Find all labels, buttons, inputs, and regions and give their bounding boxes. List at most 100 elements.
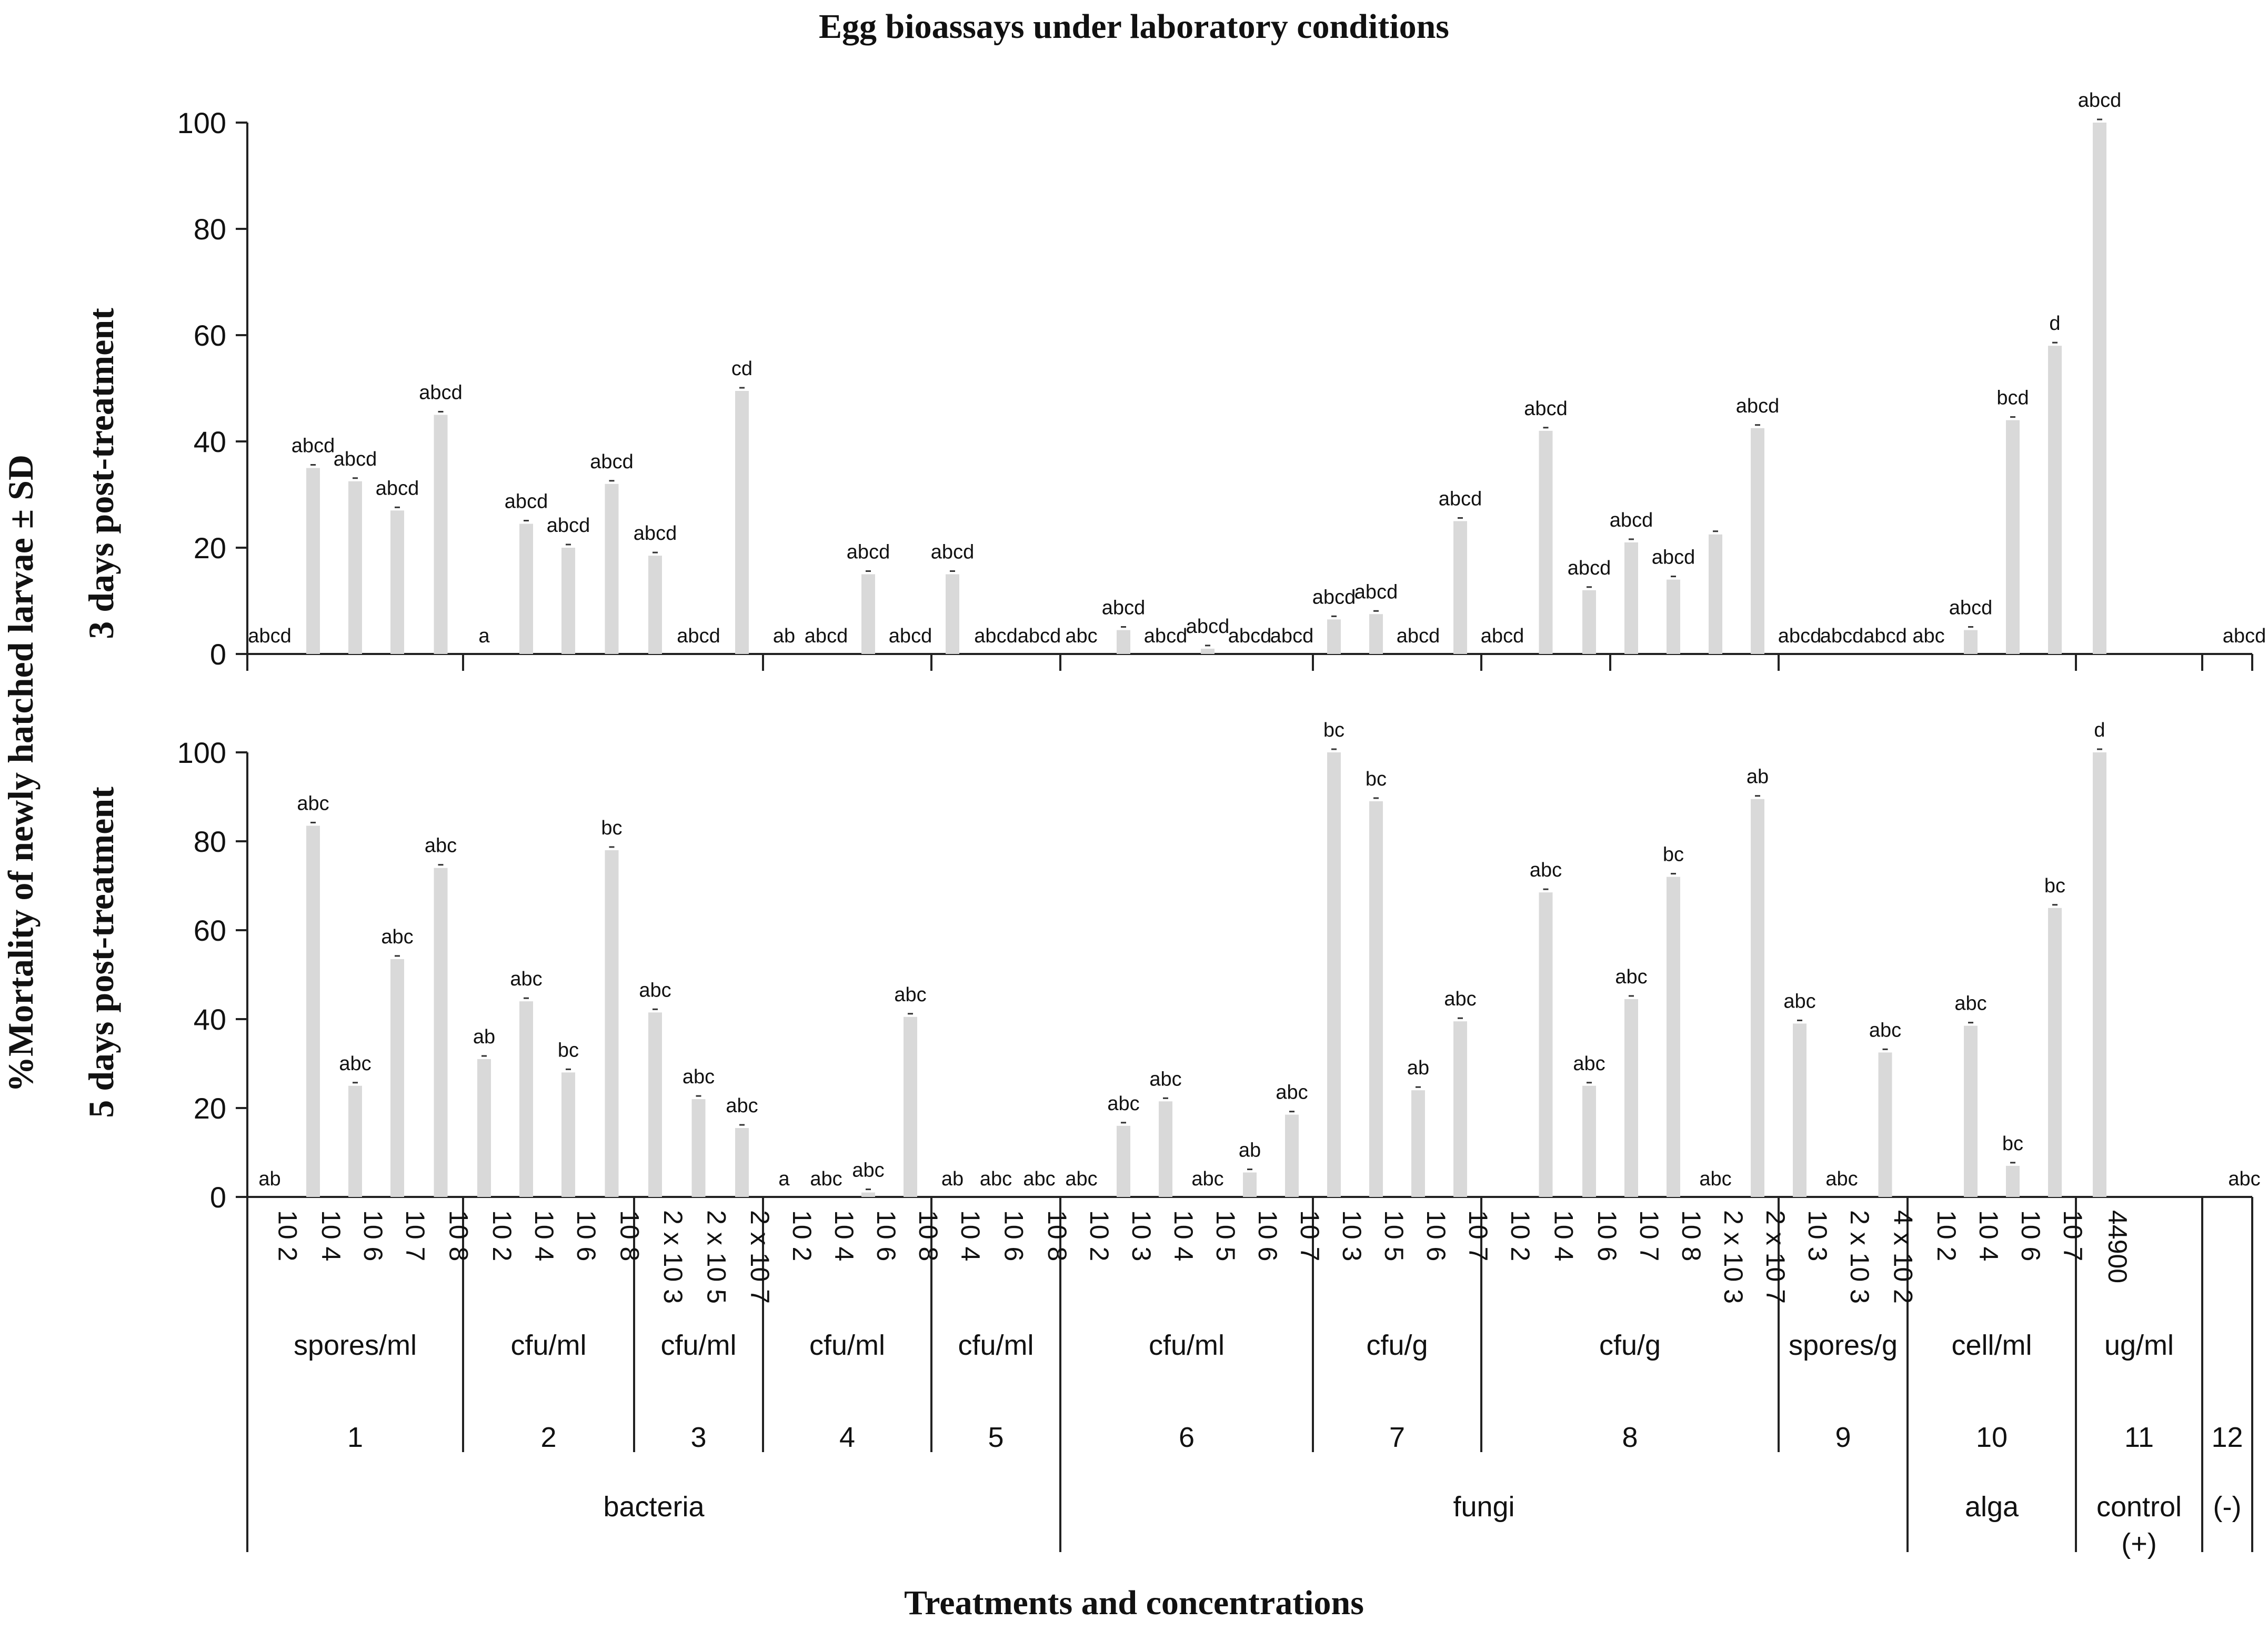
panel-2-significance-label: ab	[941, 1168, 964, 1190]
panel-2-bar	[1159, 1101, 1172, 1197]
panel-2-significance-label: bc	[2044, 875, 2065, 897]
category-label: 10 4	[1549, 1210, 1579, 1261]
panel-1-significance-label: abcd	[2223, 625, 2266, 647]
panel-1-significance-label: abcd	[248, 625, 291, 647]
panel-1-bar	[519, 523, 533, 654]
panel-1-bar	[1369, 614, 1383, 654]
panel-1-ytick-label: 0	[210, 638, 226, 671]
panel-2-significance-label: abc	[980, 1168, 1012, 1190]
panel-2-bar	[1878, 1052, 1892, 1197]
chart-title: Egg bioassays under laboratory condition…	[819, 7, 1449, 46]
category-label: 10 2	[787, 1210, 817, 1261]
panel-1-bar	[735, 391, 749, 654]
panel-1-significance-label: abcd	[847, 541, 890, 563]
panel-1-bar	[2093, 123, 2106, 654]
panel-1-significance-label: abcd	[1102, 597, 1145, 619]
panel-1-significance-label: abcd	[1820, 625, 1863, 647]
panel-1-significance-label: abcd	[1863, 625, 1906, 647]
panel-2-bar	[1751, 799, 1764, 1197]
panel-2-bar	[1582, 1085, 1596, 1197]
category-label: 10 3	[1803, 1210, 1832, 1261]
category-label: 10 6	[2016, 1210, 2045, 1261]
panel-1-significance-label: abcd	[376, 477, 419, 499]
category-label: 10 4	[1974, 1210, 2003, 1261]
type-label: control	[2096, 1491, 2182, 1523]
panel-2-bar	[519, 1001, 533, 1197]
plot-layer: 020406080100abcdabcdabcdabcdabcdaabcdabc…	[177, 89, 2266, 1559]
category-label: 10 8	[914, 1210, 943, 1261]
treatment-number: 3	[690, 1422, 706, 1453]
panel-2-significance-label: abc	[381, 926, 413, 948]
panel-2-significance-label: abc	[852, 1160, 884, 1182]
panel-1-bar	[390, 510, 404, 654]
category-label: 10 6	[571, 1210, 601, 1261]
panel-1-significance-label: abcd	[974, 625, 1017, 647]
panel-2-bar	[348, 1085, 362, 1197]
unit-label: spores/g	[1789, 1330, 1898, 1361]
panel-2-significance-label: ab	[1239, 1140, 1261, 1162]
panel-1-bar	[348, 481, 362, 654]
x-axis-title: Treatments and concentrations	[904, 1584, 1364, 1622]
panel-1-label: 3 days post-treatment	[81, 308, 121, 639]
category-label: 10 7	[1295, 1210, 1324, 1261]
panel-2-significance-label: abc	[1530, 859, 1562, 881]
panel-2-ytick-label: 0	[210, 1181, 226, 1214]
panel-2-significance-label: a	[778, 1168, 790, 1190]
treatment-number: 9	[1835, 1422, 1851, 1453]
panel-2-significance-label: ab	[1747, 766, 1769, 788]
category-label: 10 8	[615, 1210, 645, 1261]
panel-1-significance-label: a	[478, 625, 490, 647]
panel-2-significance-label: bc	[601, 817, 622, 839]
treatment-number: 6	[1179, 1422, 1195, 1453]
panel-1-significance-label: abcd	[334, 448, 377, 470]
panel-2-significance-label: bc	[1663, 844, 1684, 866]
panel-2-bar	[2093, 752, 2106, 1197]
treatment-number: 4	[839, 1422, 855, 1453]
treatment-number: 5	[988, 1422, 1003, 1453]
panel-2-bar	[477, 1059, 491, 1197]
panel-1-significance-label: ab	[773, 625, 795, 647]
category-label: 44900	[2103, 1210, 2132, 1283]
panel-1-significance-label: abcd	[1354, 581, 1398, 603]
panel-2-bar	[1327, 752, 1341, 1197]
treatment-number: 11	[2124, 1422, 2154, 1453]
panel-2-bar	[904, 1016, 917, 1197]
panel-2-ytick-label: 100	[177, 736, 226, 769]
panel-1-significance-label: abcd	[1228, 625, 1271, 647]
unit-label: ug/ml	[2104, 1330, 2174, 1361]
panel-1-bar	[946, 574, 959, 654]
panel-2-bar	[1453, 1021, 1467, 1197]
panel-1-bar	[2006, 420, 2020, 654]
panel-1-significance-label: abcd	[1736, 395, 1779, 417]
panel-2-bar	[306, 825, 320, 1197]
treatment-number: 2	[540, 1422, 556, 1453]
panel-2-significance-label: abc	[726, 1095, 758, 1117]
type-label: (-)	[2213, 1491, 2242, 1523]
panel-2-significance-label: d	[2094, 719, 2105, 741]
category-label: 10 7	[1634, 1210, 1664, 1261]
panel-2-significance-label: abc	[1444, 988, 1476, 1010]
unit-label: cfu/ml	[1149, 1330, 1225, 1361]
panel-2-significance-label: abc	[1825, 1168, 1858, 1190]
category-label: 10 2	[273, 1210, 303, 1261]
panel-1-bar	[1624, 542, 1638, 654]
category-label: 10 5	[1211, 1210, 1240, 1261]
panel-2-bar	[434, 868, 448, 1197]
panel-1-bar	[1709, 534, 1722, 654]
panel-1-bar	[1539, 430, 1553, 654]
panel-2-significance-label: ab	[473, 1026, 495, 1048]
unit-label: cfu/ml	[510, 1330, 586, 1361]
unit-label: cfu/ml	[660, 1330, 736, 1361]
category-label: 10 4	[956, 1210, 985, 1261]
panel-1-ytick-label: 20	[194, 531, 226, 565]
treatment-number: 1	[347, 1422, 363, 1453]
panel-1-bar	[648, 556, 662, 654]
panel-2-bar	[861, 1192, 875, 1197]
panel-2-significance-label: ab	[258, 1168, 280, 1190]
panel-2-significance-label: ab	[1407, 1057, 1429, 1079]
category-label: 10 3	[1127, 1210, 1156, 1261]
panel-1-significance-label: abcd	[419, 382, 462, 404]
unit-label: cell/ml	[1951, 1330, 2032, 1361]
category-label: 10 6	[1253, 1210, 1282, 1261]
